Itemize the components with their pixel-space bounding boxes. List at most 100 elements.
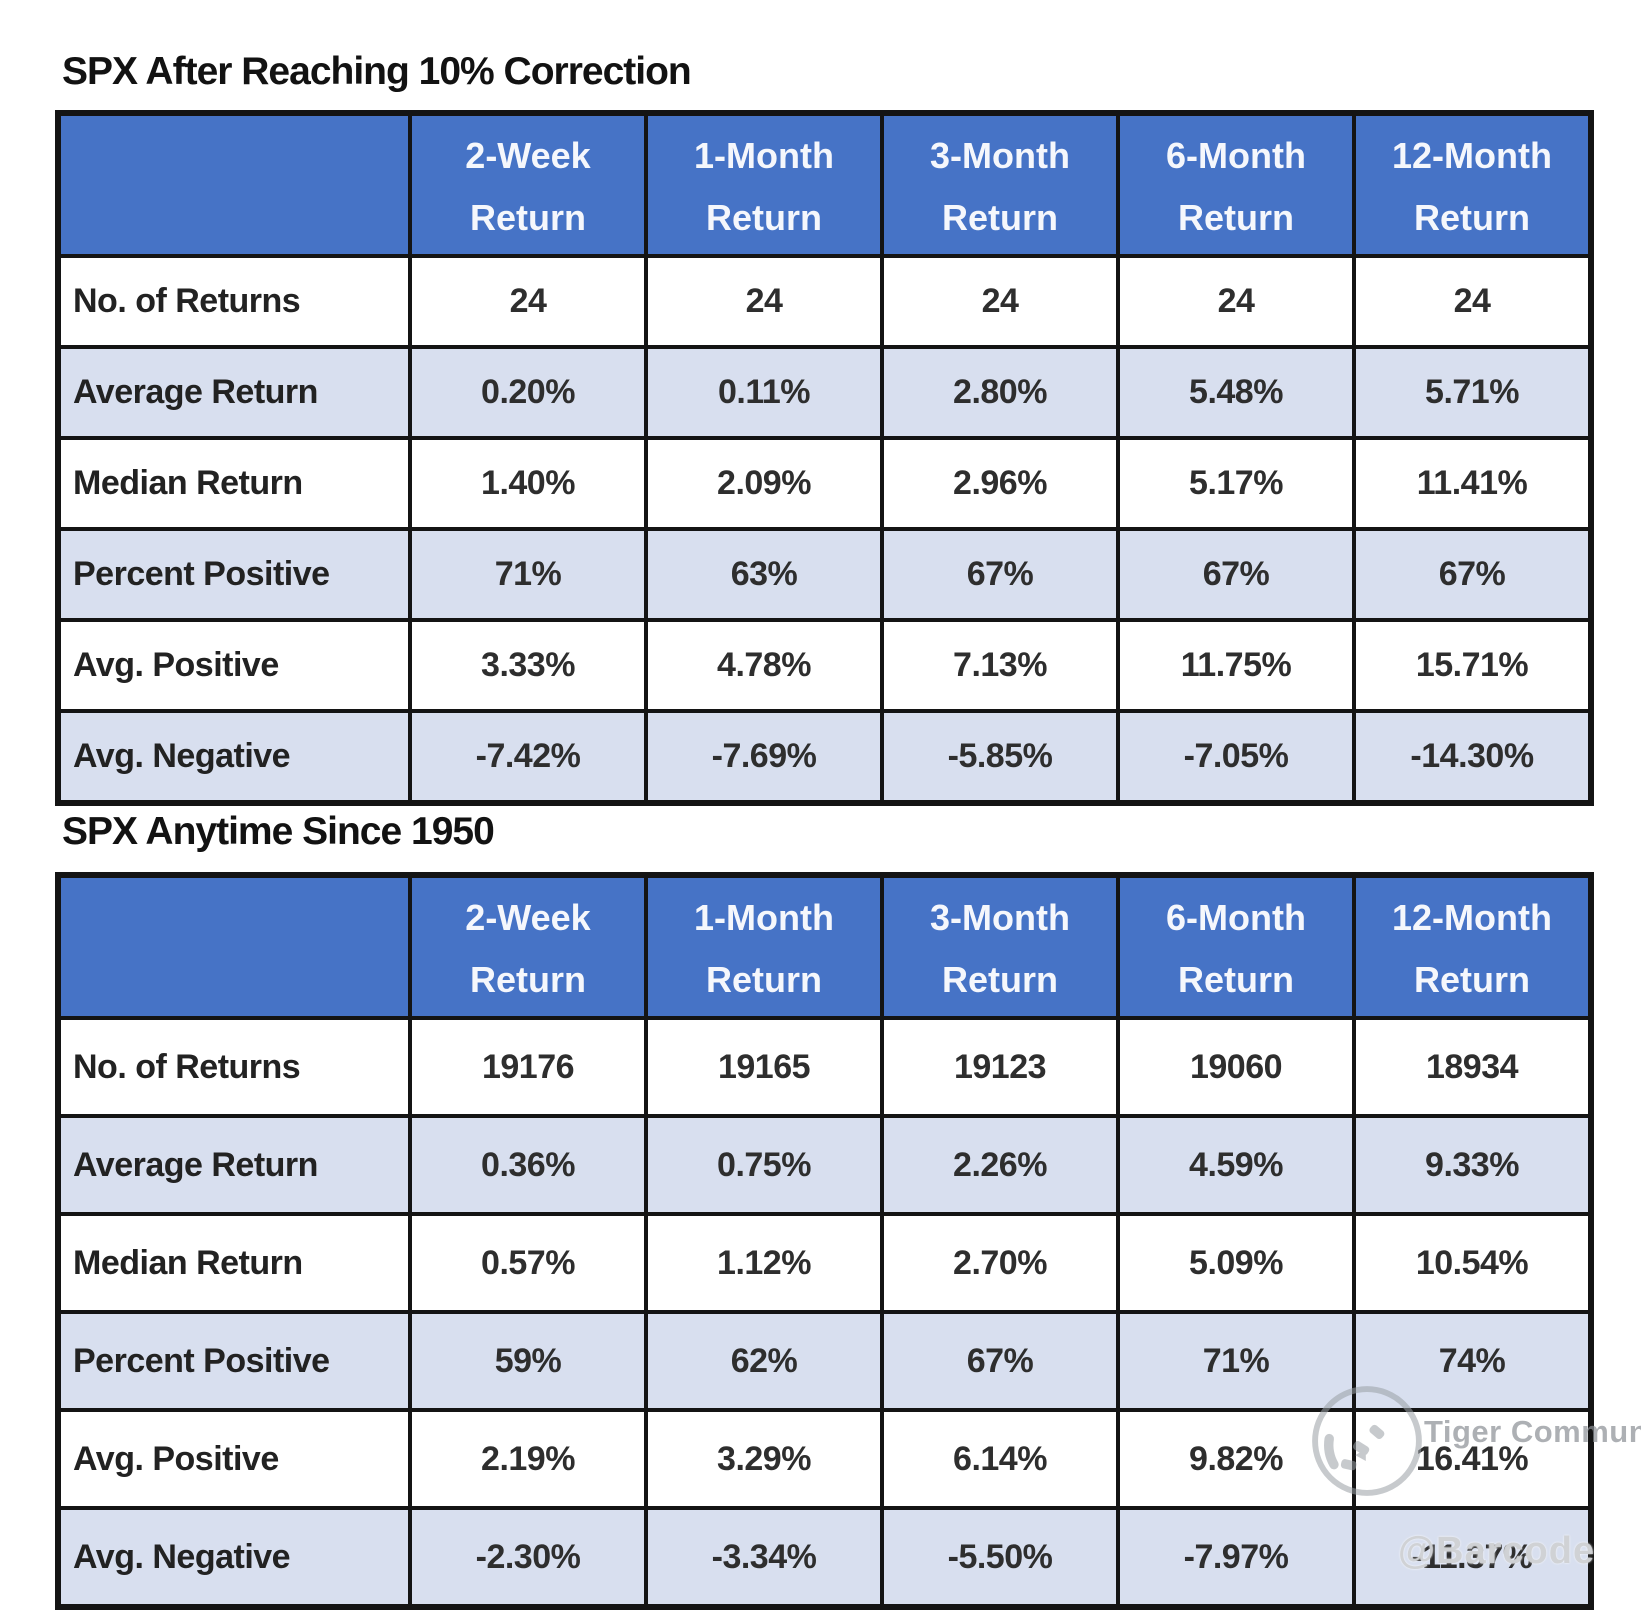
table-cell: -3.34% — [644, 1506, 884, 1609]
table-cell: -7.05% — [1116, 709, 1356, 805]
table-cell: 5.71% — [1352, 345, 1593, 440]
row-label: Percent Positive — [56, 527, 412, 622]
column-header: 3-Month Return — [880, 111, 1120, 258]
table-cell: 15.71% — [1352, 618, 1593, 713]
column-header-line2: Return — [942, 197, 1058, 238]
column-header-line2: Return — [1414, 197, 1530, 238]
column-header-line2: Return — [470, 197, 586, 238]
row-label: Avg. Positive — [56, 1408, 412, 1510]
table-cell: -5.50% — [880, 1506, 1120, 1609]
row-label: Percent Positive — [56, 1310, 412, 1412]
column-header-line2: Return — [706, 197, 822, 238]
column-header-line2: Return — [1178, 197, 1294, 238]
column-header: 12-Month Return — [1352, 873, 1593, 1020]
table-cell: -5.85% — [880, 709, 1120, 805]
table-row: Avg. Negative -7.42% -7.69% -5.85% -7.05… — [56, 709, 1593, 805]
header-row: 2-Week Return 1-Month Return 3-Month Return… — [56, 873, 1593, 1020]
row-label: Average Return — [56, 345, 412, 440]
table-cell: 5.48% — [1116, 345, 1356, 440]
table-cell: 63% — [644, 527, 884, 622]
row-label: Avg. Negative — [56, 709, 412, 805]
table-cell: 2.26% — [880, 1114, 1120, 1216]
table-title: SPX Anytime Since 1950 — [62, 810, 495, 853]
table-cell: 0.75% — [644, 1114, 884, 1216]
table-cell: 0.20% — [408, 345, 648, 440]
table-cell: 19176 — [408, 1016, 648, 1118]
table-row: Avg. Negative -2.30% -3.34% -5.50% -7.97… — [56, 1506, 1593, 1609]
column-header-line1: 6-Month — [1166, 897, 1306, 938]
table-cell: 18934 — [1352, 1016, 1593, 1118]
watermark-community: Tiger Community — [1424, 1414, 1641, 1449]
column-header-line1: 1-Month — [694, 897, 834, 938]
column-header-line1: 1-Month — [694, 135, 834, 176]
table-cell: 2.80% — [880, 345, 1120, 440]
table-cell: 71% — [1116, 1310, 1356, 1412]
table-cell: 0.36% — [408, 1114, 648, 1216]
table-cell: 67% — [880, 527, 1120, 622]
table-cell: 9.33% — [1352, 1114, 1593, 1216]
table-cell: 3.29% — [644, 1408, 884, 1510]
column-header-line1: 12-Month — [1392, 135, 1552, 176]
table-cell: 67% — [1352, 527, 1593, 622]
column-header-line1: 6-Month — [1166, 135, 1306, 176]
table-cell: 19123 — [880, 1016, 1120, 1118]
column-header-line1: 2-Week — [465, 897, 591, 938]
table-cell: -7.97% — [1116, 1506, 1356, 1609]
table-cell: 2.96% — [880, 436, 1120, 531]
table-cell: 4.59% — [1116, 1114, 1356, 1216]
column-header-line2: Return — [942, 959, 1058, 1000]
column-header: 2-Week Return — [408, 873, 648, 1020]
spx-anytime-table: 2-Week Return 1-Month Return 3-Month Return… — [55, 872, 1594, 1610]
table-cell: 2.19% — [408, 1408, 648, 1510]
table-cell: 0.57% — [408, 1212, 648, 1314]
table-cell: 2.70% — [880, 1212, 1120, 1314]
table-cell: -7.69% — [644, 709, 884, 805]
table-cell: 62% — [644, 1310, 884, 1412]
corner-cell — [56, 873, 412, 1020]
table-cell: -2.30% — [408, 1506, 648, 1609]
table-cell: 19165 — [644, 1016, 884, 1118]
column-header: 6-Month Return — [1116, 111, 1356, 258]
table-row: Average Return 0.36% 0.75% 2.26% 4.59% 9… — [56, 1114, 1593, 1216]
table-cell: 67% — [880, 1310, 1120, 1412]
table-cell: 67% — [1116, 527, 1356, 622]
tiger-logo-icon — [1312, 1386, 1422, 1496]
table-cell: 59% — [408, 1310, 648, 1412]
column-header-line1: 2-Week — [465, 135, 591, 176]
table-row: No. of Returns 24 24 24 24 24 — [56, 254, 1593, 349]
column-header: 3-Month Return — [880, 873, 1120, 1020]
table-row: Average Return 0.20% 0.11% 2.80% 5.48% 5… — [56, 345, 1593, 440]
table-row: Median Return 1.40% 2.09% 2.96% 5.17% 11… — [56, 436, 1593, 531]
table-cell: 3.33% — [408, 618, 648, 713]
column-header-line1: 3-Month — [930, 135, 1070, 176]
column-header-line2: Return — [1178, 959, 1294, 1000]
table-cell: 24 — [1116, 254, 1356, 349]
table-row: Median Return 0.57% 1.12% 2.70% 5.09% 10… — [56, 1212, 1593, 1314]
row-label: No. of Returns — [56, 254, 412, 349]
table-cell: 24 — [1352, 254, 1593, 349]
table-cell: -11.37% — [1352, 1506, 1593, 1609]
table-cell: 19060 — [1116, 1016, 1356, 1118]
column-header-line2: Return — [706, 959, 822, 1000]
row-label: Median Return — [56, 1212, 412, 1314]
table-cell: 24 — [880, 254, 1120, 349]
table-cell: 16.41% — [1352, 1408, 1593, 1510]
table-cell: 1.12% — [644, 1212, 884, 1314]
table-cell: 1.40% — [408, 436, 648, 531]
header-row: 2-Week Return 1-Month Return 3-Month Return… — [56, 111, 1593, 258]
row-label: No. of Returns — [56, 1016, 412, 1118]
table-cell: 5.09% — [1116, 1212, 1356, 1314]
column-header: 12-Month Return — [1352, 111, 1593, 258]
table-cell: 74% — [1352, 1310, 1593, 1412]
column-header: 1-Month Return — [644, 111, 884, 258]
table-cell: 2.09% — [644, 436, 884, 531]
table-cell: 7.13% — [880, 618, 1120, 713]
spx-correction-table: 2-Week Return 1-Month Return 3-Month Return… — [55, 110, 1594, 806]
column-header-line1: 3-Month — [930, 897, 1070, 938]
row-label: Avg. Negative — [56, 1506, 412, 1609]
row-label: Avg. Positive — [56, 618, 412, 713]
table-cell: -7.42% — [408, 709, 648, 805]
column-header: 1-Month Return — [644, 873, 884, 1020]
row-label: Average Return — [56, 1114, 412, 1216]
table-cell: 24 — [408, 254, 648, 349]
